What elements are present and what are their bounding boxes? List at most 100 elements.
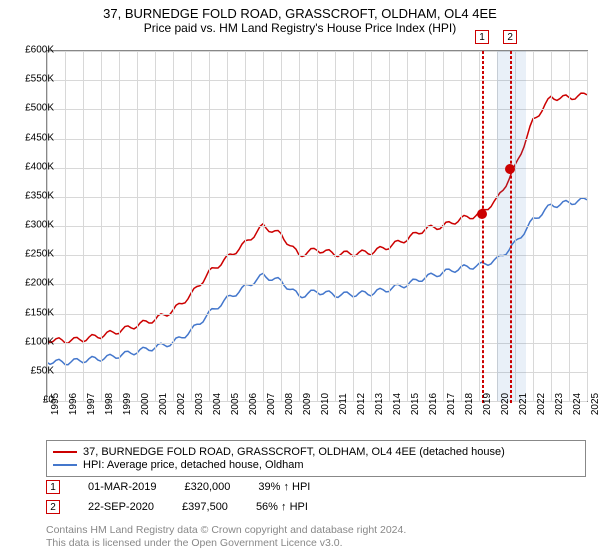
y-axis-label: £600K (25, 45, 54, 56)
marker-chip-1: 1 (475, 30, 489, 44)
gridline-v (209, 51, 210, 401)
y-axis-label: £150K (25, 307, 54, 318)
transaction-date-2: 22-SEP-2020 (88, 501, 154, 513)
gridline-v (587, 51, 588, 401)
legend-swatch-property (53, 451, 77, 453)
gridline-v (173, 51, 174, 401)
x-axis-label: 2013 (374, 393, 385, 415)
y-axis-label: £300K (25, 220, 54, 231)
x-axis-label: 2010 (320, 393, 331, 415)
gridline-v (389, 51, 390, 401)
x-axis-label: 1997 (86, 393, 97, 415)
gridline-v (443, 51, 444, 401)
marker-dot-2 (505, 164, 515, 174)
x-axis-label: 2000 (140, 393, 151, 415)
gridline-v (155, 51, 156, 401)
legend-swatch-hpi (53, 464, 77, 466)
y-axis-label: £400K (25, 161, 54, 172)
gridline-v (353, 51, 354, 401)
transaction-date-1: 01-MAR-2019 (88, 481, 156, 493)
gridline-v (137, 51, 138, 401)
gridline-v (407, 51, 408, 401)
gridline-v (569, 51, 570, 401)
x-axis-label: 2005 (230, 393, 241, 415)
transaction-price-1: £320,000 (184, 481, 230, 493)
x-axis-label: 2020 (500, 393, 511, 415)
x-axis-label: 2014 (392, 393, 403, 415)
marker-badge-1: 1 (46, 480, 60, 494)
y-axis-label: £200K (25, 278, 54, 289)
y-axis-label: £450K (25, 132, 54, 143)
y-axis-label: £100K (25, 336, 54, 347)
marker-line-1: 1 (482, 51, 484, 403)
x-axis-label: 2008 (284, 393, 295, 415)
gridline-v (101, 51, 102, 401)
gridline-v (281, 51, 282, 401)
x-axis-label: 2025 (590, 393, 600, 415)
gridline-v (425, 51, 426, 401)
gridline-v (119, 51, 120, 401)
y-axis-label: £350K (25, 190, 54, 201)
chart-area: 12 (46, 50, 586, 400)
gridline-v (65, 51, 66, 401)
legend-label-hpi: HPI: Average price, detached house, Oldh… (83, 459, 304, 471)
x-axis-label: 2024 (572, 393, 583, 415)
transaction-row-1: 1 01-MAR-2019 £320,000 39% ↑ HPI (46, 480, 310, 494)
gridline-v (227, 51, 228, 401)
x-axis-label: 2003 (194, 393, 205, 415)
chart-title: 37, BURNEDGE FOLD ROAD, GRASSCROFT, OLDH… (0, 6, 600, 21)
x-axis-label: 2015 (410, 393, 421, 415)
transaction-row-2: 2 22-SEP-2020 £397,500 56% ↑ HPI (46, 500, 308, 514)
gridline-v (317, 51, 318, 401)
x-axis-label: 2021 (518, 393, 529, 415)
x-axis-label: 2002 (176, 393, 187, 415)
gridline-v (551, 51, 552, 401)
x-axis-label: 1995 (50, 393, 61, 415)
footer-attribution: Contains HM Land Registry data © Crown c… (46, 524, 406, 550)
legend-box: 37, BURNEDGE FOLD ROAD, GRASSCROFT, OLDH… (46, 440, 586, 477)
x-axis-label: 2017 (446, 393, 457, 415)
gridline-v (245, 51, 246, 401)
x-axis-label: 2023 (554, 393, 565, 415)
marker-dot-1 (477, 209, 487, 219)
footer-line-2: This data is licensed under the Open Gov… (46, 537, 406, 550)
footer-line-1: Contains HM Land Registry data © Crown c… (46, 524, 406, 537)
x-axis-label: 2001 (158, 393, 169, 415)
gridline-v (335, 51, 336, 401)
marker-chip-2: 2 (503, 30, 517, 44)
y-axis-label: £550K (25, 74, 54, 85)
gridline-v (371, 51, 372, 401)
y-axis-label: £500K (25, 103, 54, 114)
transaction-price-2: £397,500 (182, 501, 228, 513)
x-axis-label: 2016 (428, 393, 439, 415)
x-axis-label: 2012 (356, 393, 367, 415)
x-axis-label: 2004 (212, 393, 223, 415)
gridline-v (299, 51, 300, 401)
x-axis-label: 2019 (482, 393, 493, 415)
gridline-v (83, 51, 84, 401)
legend-row-hpi: HPI: Average price, detached house, Oldh… (53, 459, 579, 471)
y-axis-label: £50K (31, 365, 54, 376)
x-axis-label: 1996 (68, 393, 79, 415)
y-axis-label: £250K (25, 249, 54, 260)
x-axis-label: 2007 (266, 393, 277, 415)
gridline-v (533, 51, 534, 401)
x-axis-label: 1998 (104, 393, 115, 415)
plot-region: 12 (46, 50, 588, 402)
gridline-v (479, 51, 480, 401)
transaction-delta-1: 39% ↑ HPI (258, 481, 310, 493)
gridline-v (191, 51, 192, 401)
x-axis-label: 2022 (536, 393, 547, 415)
transaction-delta-2: 56% ↑ HPI (256, 501, 308, 513)
x-axis-label: 2018 (464, 393, 475, 415)
marker-line-2: 2 (510, 51, 512, 403)
x-axis-label: 2006 (248, 393, 259, 415)
gridline-v (461, 51, 462, 401)
marker-badge-2: 2 (46, 500, 60, 514)
x-axis-label: 1999 (122, 393, 133, 415)
legend-label-property: 37, BURNEDGE FOLD ROAD, GRASSCROFT, OLDH… (83, 446, 505, 458)
legend-row-property: 37, BURNEDGE FOLD ROAD, GRASSCROFT, OLDH… (53, 446, 579, 458)
gridline-v (263, 51, 264, 401)
x-axis-label: 2009 (302, 393, 313, 415)
x-axis-label: 2011 (338, 393, 349, 415)
